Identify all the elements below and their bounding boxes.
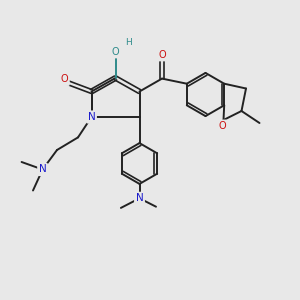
Text: O: O: [158, 50, 166, 60]
Text: O: O: [218, 121, 226, 131]
Text: O: O: [61, 74, 68, 85]
Text: N: N: [39, 164, 46, 175]
Text: N: N: [136, 193, 143, 203]
Text: H: H: [125, 38, 131, 47]
Text: O: O: [112, 47, 119, 57]
Text: N: N: [88, 112, 95, 122]
